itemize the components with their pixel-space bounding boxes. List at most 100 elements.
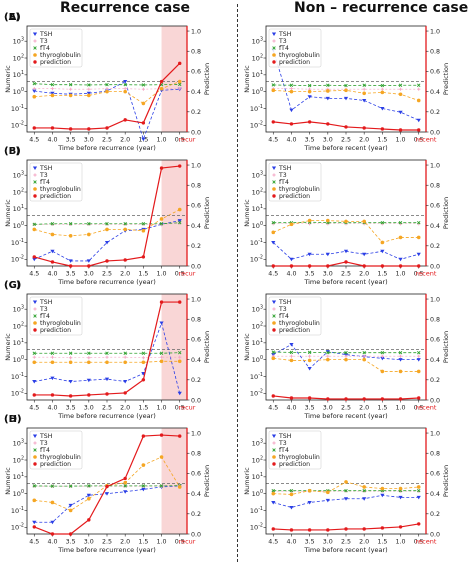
y-tick-label: 100 — [252, 221, 263, 230]
series-ft4-point — [362, 350, 366, 355]
series-tsh-point — [68, 503, 73, 508]
series-thyroglobulin-point — [398, 486, 403, 491]
series-thyroglobulin-point — [416, 485, 421, 489]
legend-box — [29, 430, 83, 470]
series-ft4-point — [32, 222, 36, 227]
series-prediction-point — [344, 397, 348, 401]
y-tick-label: 102 — [252, 53, 263, 62]
legend-entry: T3 — [278, 440, 287, 447]
series-ft4-point — [344, 350, 348, 355]
series-ft4-point — [123, 484, 127, 488]
y-tick-label: 102 — [13, 321, 24, 330]
y2-tick-label: 0.4 — [191, 491, 201, 498]
series-prediction-point — [289, 122, 294, 126]
series-tsh-point — [362, 497, 367, 501]
series-thyroglobulin-point — [50, 360, 55, 365]
series-t3 — [32, 355, 182, 360]
series-prediction-point — [141, 434, 146, 438]
y2-tick-label: 0.8 — [191, 451, 201, 458]
y2-tick-label: 0.6 — [191, 471, 201, 478]
y-tick-label: 103 — [13, 170, 24, 179]
series-ft4-point — [271, 83, 275, 87]
y-tick-label: 10-1 — [11, 238, 24, 247]
y-tick-label: 10-2 — [250, 389, 263, 398]
event-label: recur — [179, 538, 196, 546]
column-title-non-recurrence: Non – recurrence case — [294, 0, 469, 16]
legend-entry: thyroglobulin — [279, 320, 320, 327]
series-thyroglobulin-point — [141, 101, 146, 106]
series-prediction-point — [87, 264, 91, 268]
x-tick-label: 1.0 — [157, 405, 167, 412]
y-tick-label: 10-1 — [250, 506, 263, 515]
series-tsh-point — [325, 252, 330, 257]
y-tick-label: 101 — [252, 472, 263, 481]
series-ft4-point — [326, 83, 330, 87]
series-thyroglobulin-point — [271, 356, 276, 361]
y2-tick-label: 0.0 — [191, 263, 201, 270]
legend-box — [268, 162, 322, 202]
series-t3-point — [289, 87, 294, 91]
y2-tick-label: 1.0 — [430, 430, 440, 437]
legend-marker-ft4 — [272, 448, 276, 452]
series-prediction-point — [178, 61, 182, 66]
x-tick-label: 2.5 — [341, 405, 351, 412]
series-t3-point — [362, 354, 366, 358]
series-thyroglobulin-point — [123, 480, 127, 485]
event-label: recent — [416, 270, 437, 278]
series-thyroglobulin-point — [344, 219, 348, 224]
legend-entry: thyroglobulin — [40, 320, 81, 327]
y-axis-label: Numeric — [243, 65, 251, 93]
legend-marker-t3 — [272, 173, 276, 177]
series-ft4-point — [141, 351, 146, 355]
series-ft4-point — [32, 351, 36, 355]
legend-marker-thyroglobulin — [272, 53, 276, 57]
y2-tick-label: 0.2 — [191, 511, 201, 518]
legend-entry: T3 — [39, 38, 48, 45]
series-ft4-point — [159, 484, 164, 488]
x-tick-label: 1.5 — [138, 539, 148, 546]
series-ft4-point — [398, 83, 403, 87]
panel-d: (D) 10-2 10-1 100 101 102 103 Numeric 0.0 0.2 0.4 0… — [4, 414, 211, 554]
series-prediction-point — [326, 528, 330, 532]
panel-label: (A) — [4, 12, 21, 23]
recurrence-shade — [161, 160, 187, 266]
series-tsh-point — [289, 506, 294, 510]
series-ft4-point — [87, 222, 91, 226]
legend-entry: fT4 — [40, 447, 50, 454]
series-prediction-point — [362, 264, 366, 268]
y2-tick-label: 0.2 — [430, 243, 440, 250]
y-tick-label: 100 — [13, 489, 24, 498]
x-tick-label: 1.0 — [396, 539, 406, 546]
y2-tick-label: 1.0 — [191, 28, 201, 35]
series-thyroglobulin-point — [159, 455, 164, 459]
series-tsh-point — [123, 80, 128, 84]
y-tick-label: 10-1 — [250, 104, 263, 113]
series-tsh-point — [68, 259, 73, 263]
series-prediction-point — [398, 264, 403, 268]
x-axis-label: Time before recent (year) — [303, 278, 387, 286]
legend-entry: T3 — [278, 38, 287, 45]
series-thyroglobulin-point — [362, 357, 366, 362]
series-thyroglobulin-point — [50, 500, 55, 505]
series-prediction-point — [105, 392, 109, 396]
series-thyroglobulin-point — [416, 98, 421, 103]
x-tick-label: 2.5 — [341, 539, 351, 546]
legend-entry: fT4 — [40, 45, 50, 52]
series-t3-point — [105, 355, 109, 359]
series-thyroglobulin — [32, 207, 182, 238]
series-thyroglobulin-point — [32, 498, 37, 503]
series-tsh-point — [398, 257, 403, 262]
series-tsh-point — [380, 493, 385, 498]
x-tick-label: 4.0 — [286, 405, 296, 412]
series-ft4-point — [380, 350, 385, 355]
series-prediction-point — [105, 126, 109, 130]
legend-marker-t3 — [272, 441, 276, 445]
panel-label: (D) — [4, 414, 21, 425]
series-ft4-point — [178, 350, 182, 355]
series-prediction — [271, 260, 421, 268]
series-tsh-point — [123, 380, 128, 384]
series-prediction — [271, 394, 421, 401]
series-prediction-point — [141, 255, 146, 259]
